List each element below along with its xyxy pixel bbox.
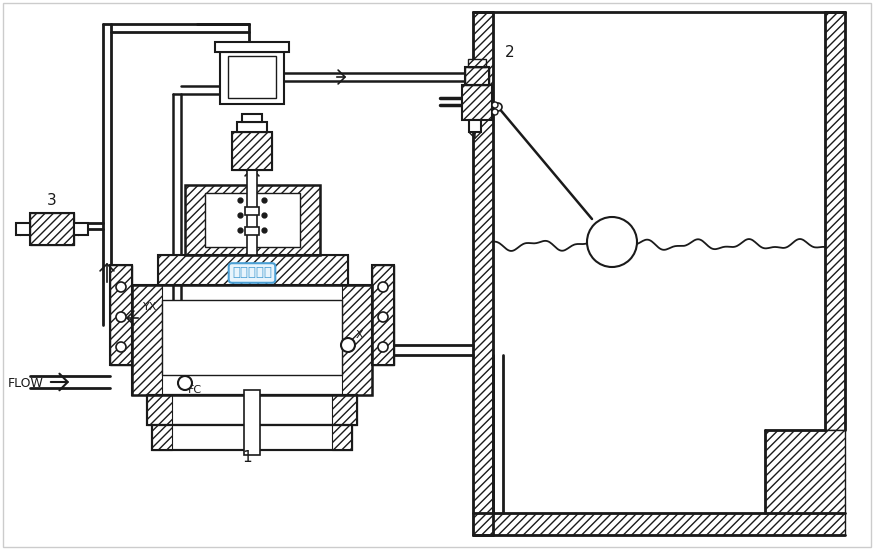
Bar: [16, 223, 30, 235]
Text: FC: FC: [188, 385, 202, 395]
Text: X: X: [356, 330, 364, 340]
Circle shape: [178, 376, 192, 390]
Bar: [132, 285, 372, 395]
Bar: [232, 132, 272, 170]
Bar: [152, 425, 172, 450]
Bar: [473, 513, 845, 535]
Bar: [465, 67, 489, 85]
Text: 3: 3: [47, 193, 57, 208]
Bar: [30, 213, 74, 245]
Circle shape: [116, 282, 126, 292]
Circle shape: [587, 217, 637, 267]
Circle shape: [378, 342, 388, 352]
Bar: [372, 265, 394, 365]
Bar: [462, 85, 492, 120]
Bar: [825, 12, 845, 430]
Bar: [110, 265, 132, 365]
Circle shape: [494, 103, 502, 111]
Bar: [469, 120, 481, 132]
Text: 2: 2: [505, 45, 515, 60]
Bar: [74, 223, 88, 235]
Bar: [332, 395, 357, 425]
Bar: [147, 395, 357, 425]
Bar: [465, 67, 489, 85]
Bar: [468, 59, 486, 67]
Text: FLOW: FLOW: [8, 377, 44, 390]
Bar: [185, 185, 320, 255]
Bar: [493, 12, 825, 513]
Bar: [228, 56, 276, 98]
Circle shape: [378, 312, 388, 322]
Circle shape: [492, 109, 498, 115]
Bar: [147, 395, 357, 425]
Bar: [244, 390, 260, 455]
Bar: [237, 122, 267, 132]
Bar: [372, 265, 394, 365]
Bar: [765, 430, 845, 513]
Bar: [215, 42, 289, 52]
Bar: [473, 12, 493, 535]
Bar: [147, 395, 172, 425]
Bar: [152, 425, 352, 450]
Bar: [332, 425, 352, 450]
Circle shape: [116, 312, 126, 322]
Bar: [205, 193, 300, 247]
Bar: [245, 207, 259, 215]
Bar: [245, 227, 259, 235]
Bar: [242, 114, 262, 122]
Circle shape: [116, 342, 126, 352]
Bar: [162, 300, 342, 375]
Circle shape: [378, 282, 388, 292]
Text: 1: 1: [242, 450, 252, 465]
Bar: [247, 170, 257, 255]
Bar: [158, 255, 348, 285]
Bar: [110, 265, 132, 365]
Bar: [232, 132, 272, 170]
Circle shape: [492, 102, 498, 108]
Bar: [30, 213, 74, 245]
Bar: [132, 285, 162, 395]
Bar: [158, 255, 348, 285]
Bar: [132, 285, 372, 395]
Text: YX: YX: [143, 302, 157, 312]
Bar: [185, 185, 320, 255]
Bar: [220, 52, 284, 104]
Bar: [462, 85, 492, 120]
Bar: [152, 425, 352, 450]
Text: 遙控浮球閥: 遙控浮球閥: [232, 267, 272, 279]
Bar: [342, 285, 372, 395]
Circle shape: [341, 338, 355, 352]
